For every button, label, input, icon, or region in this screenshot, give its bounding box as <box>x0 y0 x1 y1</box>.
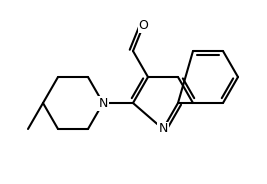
Text: O: O <box>139 19 148 32</box>
Text: N: N <box>158 123 168 135</box>
Text: N: N <box>98 97 108 109</box>
